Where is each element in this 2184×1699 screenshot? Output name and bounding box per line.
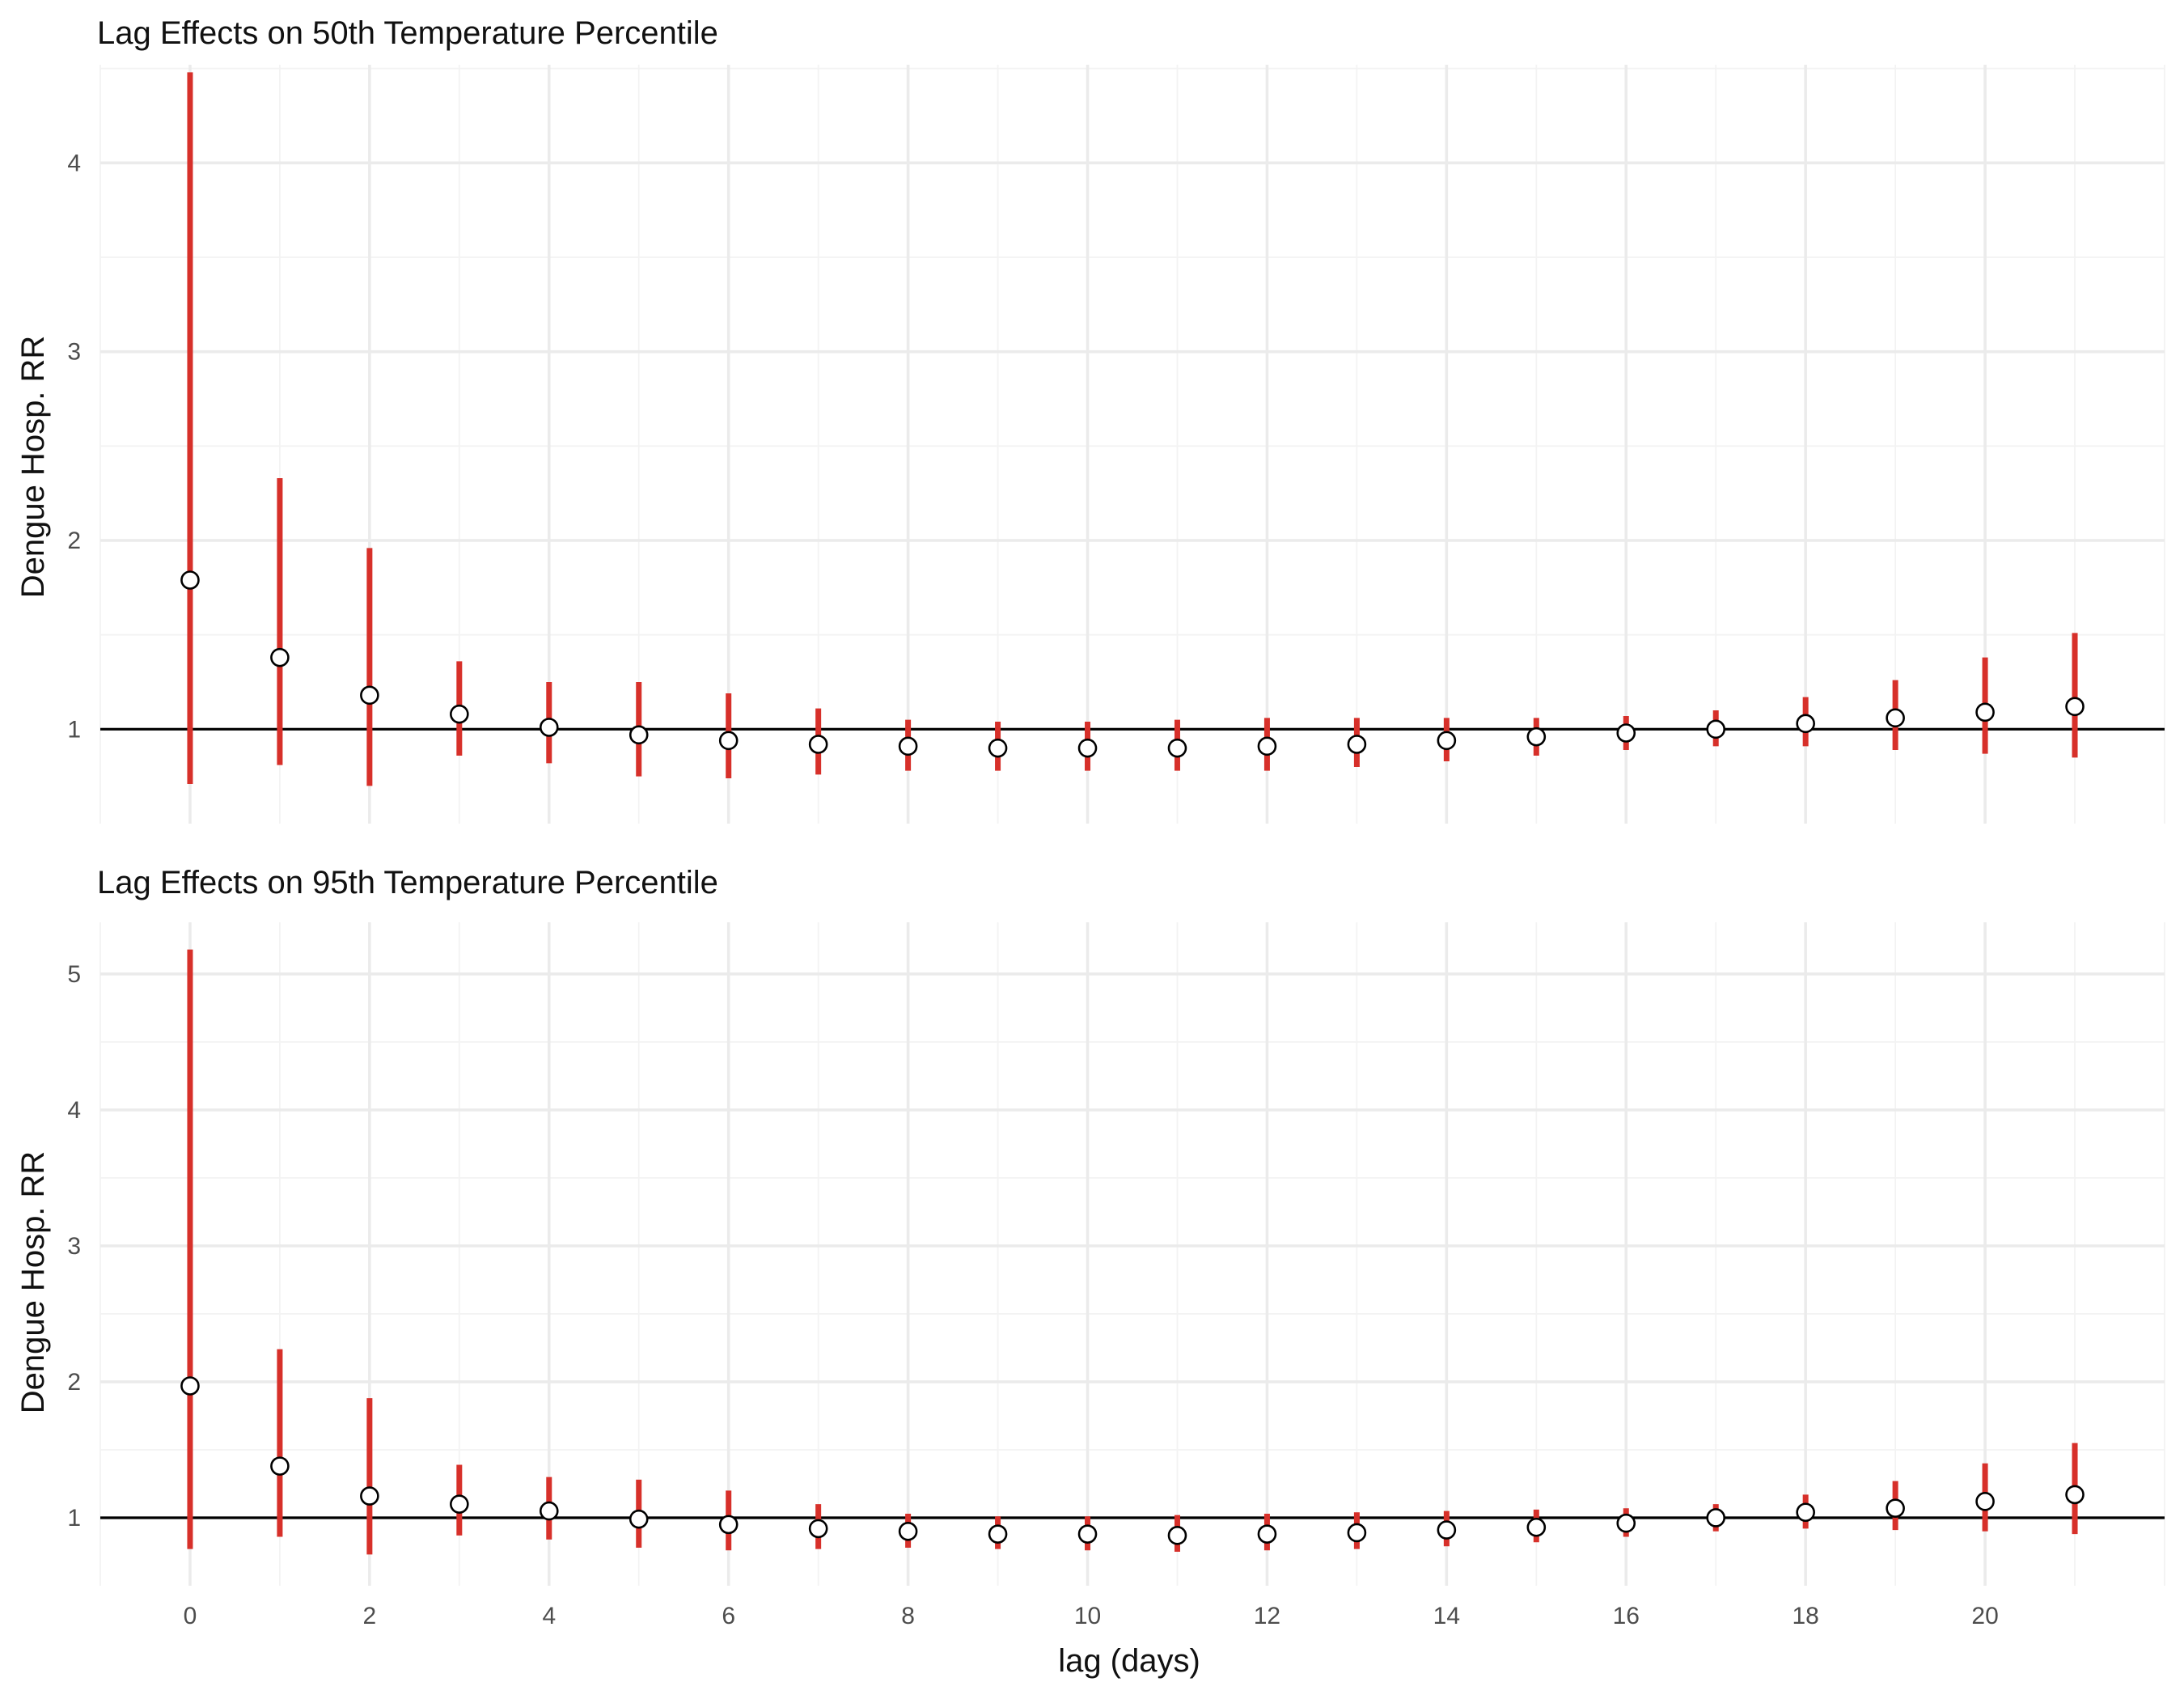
point-estimate (360, 1486, 379, 1506)
point-estimate (2065, 1485, 2085, 1505)
x-tick-label: 12 (1254, 1603, 1280, 1629)
point-estimate (1706, 719, 1726, 739)
point-estimate (1616, 1513, 1636, 1533)
y-tick-label: 3 (67, 1233, 81, 1260)
gridlines (99, 65, 2165, 824)
point-estimate (1975, 1492, 1995, 1511)
y-tick-label: 1 (67, 1505, 81, 1532)
point-estimate (360, 685, 379, 705)
panel-title: Lag Effects on 50th Temperature Percenti… (97, 15, 718, 51)
point-estimate (2065, 697, 2085, 717)
point-estimate (1886, 708, 1905, 728)
point-estimates (180, 570, 2085, 758)
panel-95th-percentile: Lag Effects on 95th Temperature Percenti… (15, 865, 2165, 1629)
point-estimate (539, 1501, 559, 1521)
point-estimate (1526, 727, 1547, 747)
x-tick-label: 20 (1971, 1603, 1998, 1629)
point-estimate (1437, 1520, 1457, 1540)
x-tick-label: 4 (542, 1603, 556, 1629)
y-tick-label: 5 (67, 961, 81, 988)
y-tick-label: 1 (67, 716, 81, 743)
y-tick-labels: 1 2 3 4 (67, 150, 81, 743)
point-estimate (1526, 1517, 1547, 1537)
point-estimate (1437, 731, 1457, 751)
point-estimate (1347, 735, 1367, 754)
point-estimate (808, 1519, 828, 1539)
point-estimate (988, 738, 1008, 758)
point-estimate (718, 731, 739, 751)
point-estimates (180, 1376, 2085, 1545)
point-estimate (1796, 1502, 1815, 1523)
x-axis-title: lag (days) (1058, 1643, 1200, 1679)
point-estimate (1167, 738, 1187, 758)
y-tick-label: 4 (67, 1097, 81, 1124)
point-estimate (180, 570, 200, 590)
y-tick-label: 2 (67, 527, 81, 554)
point-estimate (898, 736, 918, 756)
confidence-intervals (187, 72, 2078, 786)
x-tick-label: 18 (1792, 1603, 1818, 1629)
point-estimate (450, 1494, 469, 1514)
point-estimate (1975, 702, 1995, 722)
confidence-intervals (187, 949, 2078, 1555)
x-tick-label: 16 (1613, 1603, 1640, 1629)
point-estimate (1077, 738, 1098, 758)
point-estimate (1167, 1526, 1187, 1545)
y-axis-title: Dengue Hosp. RR (15, 336, 51, 599)
point-estimate (180, 1376, 200, 1396)
point-estimate (1616, 723, 1636, 743)
point-estimate (1796, 714, 1815, 734)
y-tick-label: 4 (67, 150, 81, 176)
panel-title: Lag Effects on 95th Temperature Percenti… (97, 865, 718, 900)
point-estimate (718, 1515, 739, 1535)
point-estimate (808, 735, 828, 754)
point-estimate (629, 1509, 649, 1529)
point-estimate (1347, 1523, 1367, 1543)
point-estimate (270, 647, 290, 667)
x-tick-label: 0 (184, 1603, 197, 1629)
point-estimate (898, 1521, 918, 1541)
point-estimate (1886, 1498, 1905, 1519)
gridlines (99, 922, 2165, 1586)
y-axis-title: Dengue Hosp. RR (15, 1151, 51, 1414)
x-tick-label: 2 (363, 1603, 377, 1629)
x-tick-label: 6 (722, 1603, 735, 1629)
point-estimate (1706, 1508, 1726, 1527)
point-estimate (988, 1524, 1008, 1544)
panel-50th-percentile: Lag Effects on 50th Temperature Percenti… (15, 15, 2165, 824)
point-estimate (629, 725, 649, 745)
point-estimate (539, 718, 559, 737)
point-estimate (1077, 1524, 1098, 1544)
x-tick-label: 14 (1433, 1603, 1460, 1629)
point-estimate (270, 1456, 290, 1476)
point-estimate (450, 704, 469, 724)
y-tick-label: 2 (67, 1369, 81, 1396)
y-tick-labels: 1 2 3 4 5 (67, 961, 81, 1532)
x-tick-label: 10 (1074, 1603, 1101, 1629)
point-estimate (1257, 1524, 1277, 1544)
x-tick-label: 8 (901, 1603, 915, 1629)
y-tick-label: 3 (67, 339, 81, 366)
x-tick-labels: 0 2 4 6 8 10 12 14 16 18 20 (184, 1603, 1999, 1629)
point-estimate (1257, 736, 1277, 756)
